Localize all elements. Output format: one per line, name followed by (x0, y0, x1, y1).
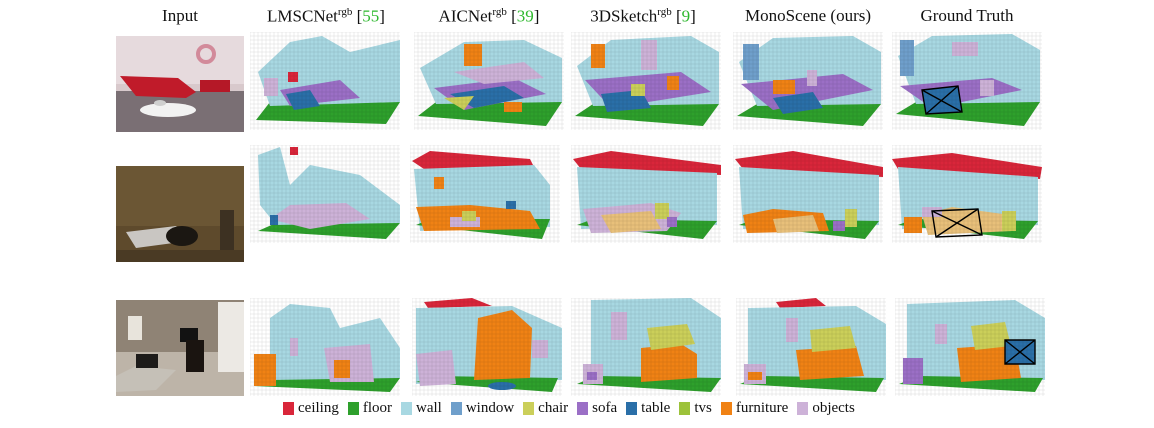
input-photo-living-room (116, 36, 244, 132)
column-name: LMSCNet (267, 6, 338, 26)
legend-swatch (523, 402, 535, 415)
legend-label: wall (416, 400, 442, 416)
column-header-input: Input (162, 6, 198, 26)
legend-item-tvs: tvs (679, 400, 712, 417)
legend-item-ceiling: ceiling (283, 400, 339, 417)
column-name: MonoScene (ours) (744, 6, 872, 25)
3dsketch-scene-1 (571, 32, 721, 130)
ground-truth-scene-1 (892, 32, 1042, 130)
input-photo-tv-room (116, 300, 244, 396)
column-name: Input (162, 6, 198, 25)
column-header-monoscene: MonoScene (ours) (745, 6, 871, 26)
legend-label: window (465, 400, 515, 416)
legend-label: ceiling (298, 400, 339, 416)
column-superscript: rgb (492, 6, 507, 18)
lmscnet-scene-3 (250, 298, 400, 396)
legend-label: table (641, 400, 671, 416)
column-name: AICNet (438, 6, 493, 26)
legend-item-floor: floor (347, 400, 392, 417)
legend-swatch (626, 402, 638, 415)
legend-label: floor (362, 400, 392, 416)
column-superscript: rgb (657, 6, 672, 18)
legend-swatch (679, 402, 691, 415)
column-header-aicnet: AICNetrgb [39] (438, 6, 540, 26)
aicnet-scene-3 (412, 298, 562, 396)
column-name: Ground Truth (920, 6, 1014, 25)
column-header-3dsketch: 3DSketchrgb [9] (590, 6, 696, 26)
legend-item-furniture: furniture (720, 400, 789, 417)
column-superscript: rgb (337, 6, 353, 18)
lmscnet-scene-2 (250, 145, 400, 243)
class-legend: ceiling floor wall window chair sofa tab… (283, 400, 864, 417)
legend-item-wall: wall (401, 400, 442, 417)
legend-label: furniture (735, 400, 789, 416)
column-header-ground-truth: Ground Truth (920, 6, 1013, 26)
legend-swatch (401, 402, 412, 415)
legend-item-sofa: sofa (577, 400, 617, 417)
aicnet-scene-1 (414, 32, 564, 130)
column-name: 3DSketch (590, 6, 658, 26)
legend-swatch (450, 402, 462, 415)
legend-item-window: window (450, 400, 515, 417)
legend-swatch (797, 402, 809, 415)
monoscene-scene-2 (733, 145, 883, 243)
legend-label: objects (812, 400, 855, 416)
legend-swatch (720, 402, 732, 415)
3dsketch-scene-3 (571, 298, 721, 396)
3dsketch-scene-2 (571, 145, 721, 243)
legend-label: chair (538, 400, 569, 416)
aicnet-scene-2 (410, 145, 560, 243)
legend-swatch (577, 402, 589, 415)
citation-link[interactable]: 55 (362, 6, 380, 26)
legend-label: tvs (694, 400, 712, 416)
legend-item-chair: chair (523, 400, 568, 417)
citation-link[interactable]: 39 (516, 6, 534, 26)
lmscnet-scene-1 (250, 32, 400, 130)
column-header-lmscnet: LMSCNetrgb [55] (267, 6, 385, 26)
input-photo-bedroom (116, 166, 244, 262)
legend-item-objects: objects (797, 400, 855, 417)
monoscene-scene-1 (733, 32, 883, 130)
ground-truth-scene-2 (892, 145, 1042, 243)
legend-swatch (347, 402, 359, 415)
ground-truth-scene-3 (895, 298, 1045, 396)
monoscene-scene-3 (736, 298, 886, 396)
legend-swatch (283, 402, 294, 415)
legend-item-table: table (626, 400, 670, 417)
citation-link[interactable]: 9 (681, 6, 691, 26)
legend-label: sofa (592, 400, 618, 416)
